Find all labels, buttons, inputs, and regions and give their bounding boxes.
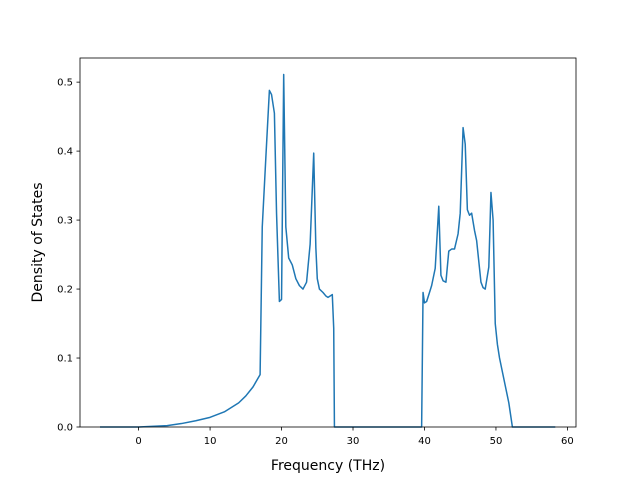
y-tick-label: 0.1 bbox=[57, 354, 73, 365]
x-tick-label: 50 bbox=[490, 436, 503, 447]
y-axis-ticks: 0.0 0.1 0.2 0.3 0.4 0.5 bbox=[57, 78, 80, 434]
y-tick-label: 0.0 bbox=[57, 423, 73, 434]
x-axis-ticks: 0 10 20 30 40 50 60 bbox=[135, 427, 574, 447]
y-tick-label: 0.4 bbox=[57, 147, 73, 158]
y-tick-label: 0.3 bbox=[57, 216, 73, 227]
plot-area bbox=[99, 73, 556, 428]
x-tick-label: 60 bbox=[561, 436, 574, 447]
x-tick-label: 30 bbox=[347, 436, 360, 447]
x-tick-label: 0 bbox=[135, 436, 141, 447]
y-tick-label: 0.2 bbox=[57, 285, 73, 296]
x-axis-label: Frequency (THz) bbox=[271, 458, 385, 474]
x-tick-label: 10 bbox=[204, 436, 217, 447]
y-axis-label: Density of States bbox=[30, 183, 46, 303]
y-tick-label: 0.5 bbox=[57, 78, 73, 89]
dos-line bbox=[99, 73, 556, 428]
x-tick-label: 40 bbox=[418, 436, 431, 447]
axes-frame bbox=[79, 57, 577, 428]
x-tick-label: 20 bbox=[275, 436, 288, 447]
